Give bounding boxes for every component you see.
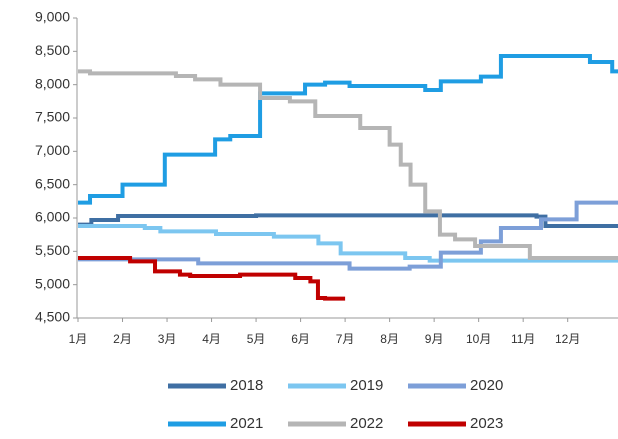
x-tick-label: 3月 bbox=[158, 332, 177, 346]
y-tick-label: 8,500 bbox=[35, 42, 70, 58]
legend-label: 2019 bbox=[350, 377, 383, 394]
x-tick-label: 1月 bbox=[69, 332, 88, 346]
x-tick-label: 8月 bbox=[380, 332, 399, 346]
y-tick-label: 6,000 bbox=[35, 209, 70, 225]
series-line bbox=[78, 54, 618, 205]
x-tick-label: 11月 bbox=[511, 332, 535, 346]
series-line bbox=[78, 213, 618, 228]
x-tick-label: 2月 bbox=[113, 332, 132, 346]
series-line bbox=[78, 256, 346, 301]
series-line bbox=[78, 69, 618, 260]
y-tick-label: 9,000 bbox=[35, 9, 70, 25]
y-tick-label: 5,500 bbox=[35, 242, 70, 258]
legend-label: 2023 bbox=[470, 415, 503, 432]
legend-label: 2020 bbox=[470, 377, 503, 394]
x-tick-label: 4月 bbox=[202, 332, 221, 346]
x-tick-label: 7月 bbox=[336, 332, 355, 346]
y-tick-label: 8,000 bbox=[35, 75, 70, 91]
y-tick-label: 5,000 bbox=[35, 275, 70, 291]
x-tick-label: 5月 bbox=[247, 332, 266, 346]
y-tick-label: 7,000 bbox=[35, 142, 70, 158]
y-tick-label: 4,500 bbox=[35, 309, 70, 325]
legend-label: 2021 bbox=[230, 415, 263, 432]
y-tick-label: 7,500 bbox=[35, 109, 70, 125]
x-tick-label: 9月 bbox=[425, 332, 444, 346]
legend-label: 2022 bbox=[350, 415, 383, 432]
legend-label: 2018 bbox=[230, 377, 263, 394]
x-tick-label: 6月 bbox=[291, 332, 310, 346]
series-line bbox=[78, 224, 618, 263]
series-line bbox=[78, 200, 618, 271]
y-tick-label: 6,500 bbox=[35, 175, 70, 191]
x-tick-label: 12月 bbox=[555, 332, 580, 346]
x-tick-label: 10月 bbox=[466, 332, 491, 346]
